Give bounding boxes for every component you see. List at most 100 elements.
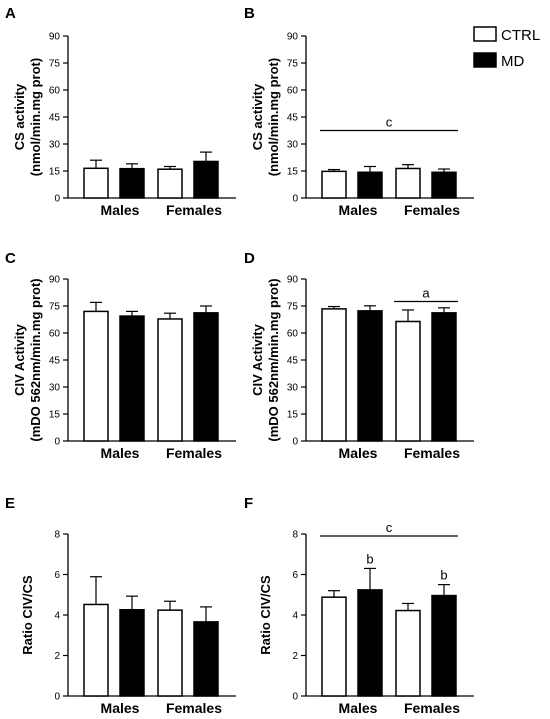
bar-ctrl (321, 170, 347, 199)
y-axis-label: CIV Activity (12, 323, 27, 396)
y-tick-label: 90 (49, 32, 61, 43)
y-tick-label: 0 (292, 194, 298, 205)
bar-md (357, 589, 383, 697)
y-tick-label: 6 (292, 570, 298, 581)
x-category-label: Females (404, 445, 460, 461)
y-tick-label: 45 (287, 113, 299, 124)
y-tick-label: 30 (287, 140, 299, 151)
x-category-label: Males (101, 445, 140, 461)
x-category-label: Females (166, 445, 222, 461)
x-category-label: Females (166, 700, 222, 716)
y-tick-label: 2 (54, 651, 60, 662)
panel-d: D 0 15 30 45 60 75 90 CIV Activity (mDO 562nm/min… (244, 250, 474, 461)
significance-label: c (386, 520, 393, 535)
y-tick-label: 75 (49, 302, 61, 313)
bar-md (357, 171, 383, 199)
y-tick-label: 30 (49, 140, 61, 151)
y-tick-label: 0 (292, 692, 298, 703)
significance-label: b (366, 551, 373, 566)
bar-md (193, 621, 219, 697)
y-axis-label: (nmol/min.mg prot) (266, 58, 281, 176)
bar-ctrl (395, 320, 421, 442)
significance-label: b (440, 568, 447, 583)
y-tick-label: 0 (54, 194, 60, 205)
y-axis-label: Ratio CIV/CS (20, 575, 35, 655)
y-tick-label: 0 (54, 437, 60, 448)
bar-ctrl (157, 609, 183, 697)
panel-letter: F (244, 495, 253, 512)
panel-letter: C (5, 250, 16, 267)
y-axis-label: (mDO 562nm/min.mg prot) (28, 278, 43, 441)
x-category-label: Females (404, 202, 460, 218)
bar-ctrl (157, 168, 183, 199)
y-tick-label: 60 (287, 329, 299, 340)
bar-ctrl (83, 310, 109, 442)
y-tick-label: 75 (287, 302, 299, 313)
y-tick-label: 90 (287, 275, 299, 286)
panel-f: F 0 2 4 6 8 Ratio CIV/CS Males Females c b b (244, 495, 474, 716)
y-tick-label: 60 (49, 329, 61, 340)
y-tick-label: 4 (54, 611, 60, 622)
panel-c: C 0 15 30 45 60 75 90 CIV Activity (mDO 562nm/min… (5, 250, 236, 461)
x-category-label: Males (101, 202, 140, 218)
y-axis-label: (nmol/min.mg prot) (28, 58, 43, 176)
y-tick-label: 8 (292, 530, 298, 541)
bar-md (193, 160, 219, 199)
bar-md (431, 594, 457, 697)
bar-ctrl (395, 609, 421, 697)
bar-ctrl (321, 596, 347, 697)
panel-a: A 0 15 30 45 60 75 90 CS activity (nmol/min.mg pr… (5, 5, 236, 218)
panel-letter: D (244, 250, 255, 267)
bar-ctrl (395, 167, 421, 199)
legend-swatch-md (473, 52, 497, 68)
y-tick-label: 15 (287, 410, 299, 421)
y-tick-label: 30 (49, 383, 61, 394)
y-tick-label: 90 (287, 32, 299, 43)
bar-ctrl (83, 603, 109, 697)
x-category-label: Males (101, 700, 140, 716)
significance-label: a (422, 286, 430, 301)
y-axis-label: Ratio CIV/CS (258, 575, 273, 655)
y-tick-label: 15 (287, 167, 299, 178)
bar-md (193, 312, 219, 442)
y-tick-label: 60 (49, 86, 61, 97)
y-tick-label: 90 (49, 275, 61, 286)
legend-label-md: MD (501, 53, 524, 70)
bar-ctrl (321, 308, 347, 442)
y-tick-label: 4 (292, 611, 298, 622)
y-tick-label: 75 (287, 59, 299, 70)
y-tick-label: 45 (287, 356, 299, 367)
y-tick-label: 2 (292, 651, 298, 662)
bar-md (431, 171, 457, 199)
x-category-label: Females (404, 700, 460, 716)
x-category-label: Males (339, 202, 378, 218)
panel-letter: A (5, 5, 16, 22)
bar-md (119, 167, 145, 199)
y-tick-label: 60 (287, 86, 299, 97)
bar-md (119, 608, 145, 697)
y-tick-label: 15 (49, 167, 61, 178)
bar-md (357, 310, 383, 442)
y-axis-label: CS activity (250, 83, 265, 150)
bar-md (431, 312, 457, 442)
y-axis-label: (mDO 562nm/min.mg prot) (266, 278, 281, 441)
y-axis-label: CIV Activity (250, 323, 265, 396)
legend-label-ctrl: CTRL (501, 27, 540, 44)
y-tick-label: 0 (292, 437, 298, 448)
y-tick-label: 45 (49, 113, 61, 124)
bar-md (119, 315, 145, 442)
panel-letter: B (244, 5, 255, 22)
bar-ctrl (157, 318, 183, 442)
x-category-label: Females (166, 202, 222, 218)
y-tick-label: 75 (49, 59, 61, 70)
y-axis-label: CS activity (12, 83, 27, 150)
y-tick-label: 45 (49, 356, 61, 367)
y-tick-label: 0 (54, 692, 60, 703)
x-category-label: Males (339, 700, 378, 716)
panel-e: E 0 2 4 6 8 Ratio CIV/CS Males Females (5, 495, 236, 716)
significance-label: c (386, 115, 393, 130)
panel-b: B 0 15 30 45 60 75 90 CS activity (nmol/min.mg pr… (244, 5, 474, 218)
y-tick-label: 15 (49, 410, 61, 421)
